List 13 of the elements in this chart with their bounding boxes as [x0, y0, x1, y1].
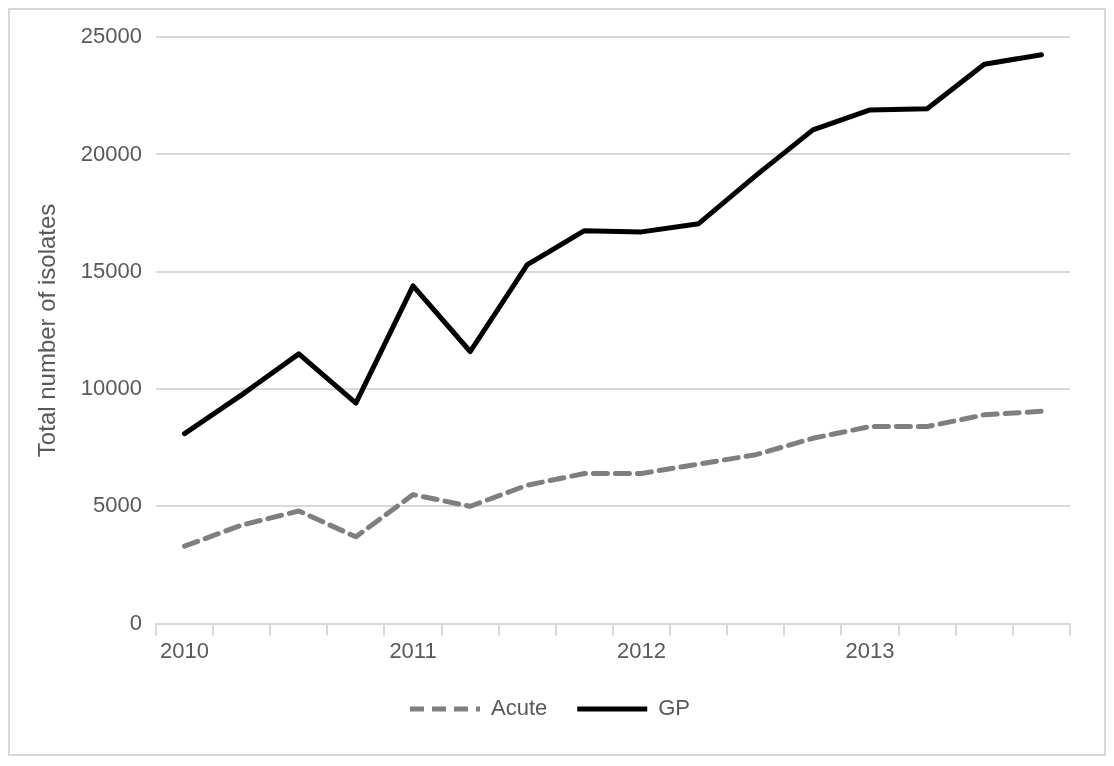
y-tick-label: 0 [129, 609, 142, 635]
legend-label: GP [658, 695, 691, 721]
y-tick-label: 15000 [80, 257, 142, 283]
x-tick-label: 2010 [160, 637, 210, 663]
x-tick-label: 2011 [389, 637, 437, 663]
y-tick-label: 25000 [80, 23, 142, 49]
y-tick-label: 5000 [93, 492, 142, 518]
x-tick-label: 2012 [617, 637, 667, 663]
x-tick-label: 2013 [845, 637, 895, 663]
y-axis-title: Total number of isolates [33, 203, 61, 458]
y-tick-label: 20000 [80, 140, 142, 166]
legend-label: Acute [490, 695, 548, 721]
y-tick-label: 10000 [80, 375, 142, 401]
